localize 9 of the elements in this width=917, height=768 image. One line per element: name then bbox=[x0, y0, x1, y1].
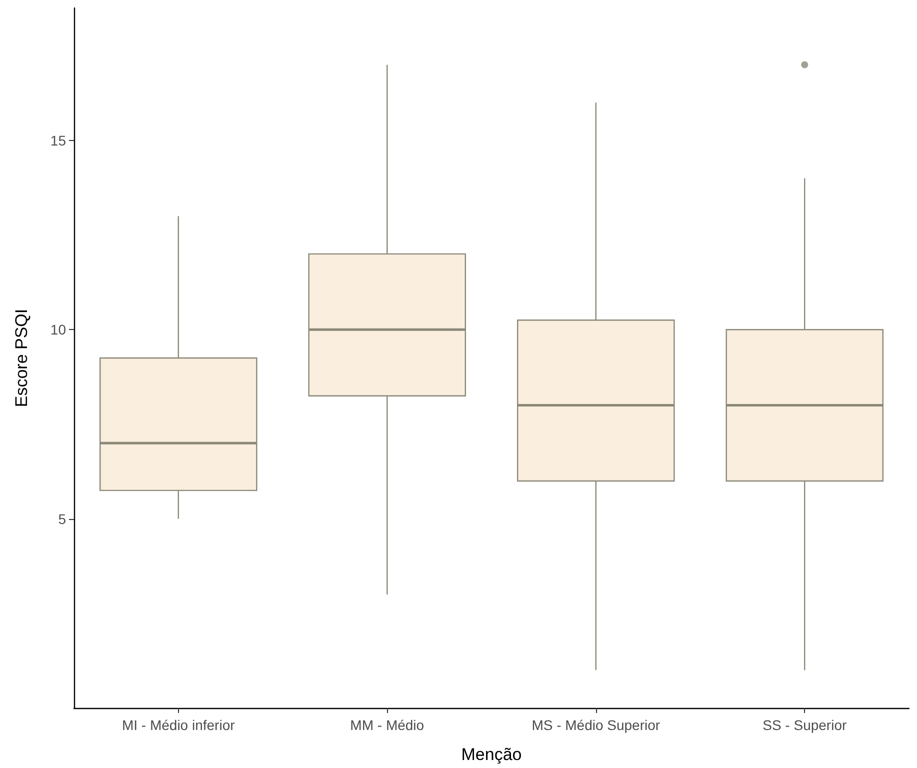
x-tick-label: SS - Superior bbox=[762, 717, 847, 733]
y-tick-label: 5 bbox=[58, 510, 66, 527]
y-tick-label: 15 bbox=[50, 132, 66, 148]
y-axis-title: Escore PSQI bbox=[12, 308, 31, 408]
x-axis-title: Menção bbox=[461, 745, 522, 764]
x-tick-label: MI - Médio inferior bbox=[122, 717, 236, 733]
x-tick-label: MM - Médio bbox=[350, 717, 424, 733]
x-tick-label: MS - Médio Superior bbox=[532, 717, 660, 733]
y-tick-label: 10 bbox=[50, 322, 66, 338]
